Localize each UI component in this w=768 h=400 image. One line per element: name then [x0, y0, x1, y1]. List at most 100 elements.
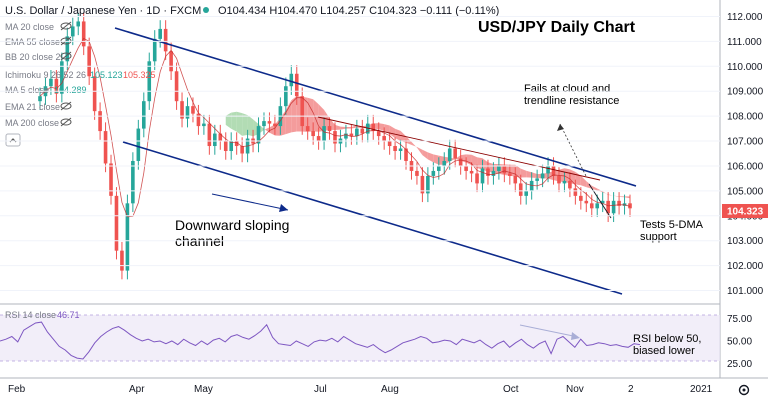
indicator-ma5[interactable]: MA 5 close — [5, 85, 49, 95]
eye-off-icon[interactable] — [60, 51, 72, 61]
indicator-ma200[interactable]: MA 200 close — [5, 118, 59, 128]
support-marker — [588, 183, 612, 219]
time-tick-label: Aug — [381, 384, 399, 395]
ichimoku-value-2: 105.325 — [123, 70, 156, 80]
cloud-segment — [263, 127, 270, 133]
candle-body — [158, 28, 162, 39]
rsi-tick-label: 50.00 — [727, 337, 752, 348]
cloud-segment — [608, 194, 614, 196]
candle-body — [234, 141, 239, 147]
ma5-value: 104.289 — [54, 85, 87, 95]
time-tick-label: Apr — [129, 384, 145, 395]
ma5-line — [39, 37, 631, 218]
candle-body — [163, 28, 168, 52]
candle-body — [447, 148, 452, 161]
candle-body — [327, 126, 332, 132]
candle-body — [606, 200, 610, 214]
candle-body — [431, 170, 436, 176]
symbol-title[interactable]: U.S. Dollar / Japanese Yen · 1D · FXCM — [5, 5, 201, 17]
candle-body — [458, 158, 463, 166]
cloud-segment — [416, 146, 423, 156]
support-note-line1: Tests 5-DMA — [640, 219, 704, 231]
candle-body — [70, 26, 75, 37]
support-note-line2: support — [640, 231, 677, 243]
candle-body — [420, 175, 425, 194]
time-tick-label: Oct — [503, 384, 519, 395]
cloud-segment — [389, 125, 396, 139]
cloud-segment — [400, 130, 407, 143]
price-tick-label: 103.000 — [727, 236, 764, 247]
collapse-legend-icon[interactable] — [5, 133, 21, 147]
candle-body — [152, 38, 157, 62]
time-axis[interactable]: Feb Apr May Jul Aug Oct Nov 2 2021 — [8, 384, 713, 395]
candle-body — [355, 128, 359, 137]
candle-body — [207, 123, 212, 147]
candle-body — [524, 190, 529, 196]
candle-body — [469, 170, 474, 174]
candle-body — [191, 106, 195, 114]
price-axis[interactable]: 112.000 111.000 110.000 109.000 108.000 107.0… — [0, 12, 764, 297]
candle-body — [289, 73, 294, 87]
cloud-segment — [411, 141, 417, 148]
candle-body — [349, 133, 354, 137]
indicator-ma20[interactable]: MA 20 close — [5, 22, 54, 32]
cloud-segment — [624, 196, 630, 199]
candle-body — [38, 96, 42, 102]
candle-body — [65, 36, 70, 62]
candle-body — [213, 133, 217, 147]
candle-body — [480, 168, 485, 184]
cloud-segment — [515, 164, 521, 178]
candle-body — [54, 78, 59, 94]
rsi-label[interactable]: RSI 14 close — [5, 310, 56, 320]
cloud-segment — [340, 126, 346, 130]
cloud-segment — [482, 158, 488, 172]
candle-body — [284, 86, 288, 107]
candle-body — [475, 173, 479, 184]
indicator-ema55[interactable]: EMA 55 close — [5, 37, 60, 47]
candle-body — [109, 163, 113, 196]
candle-body — [267, 121, 272, 124]
ohlc-readout: O104.434 H104.470 L104.257 C104.323 −0.1… — [218, 5, 499, 17]
hidden-eye-icons[interactable] — [60, 21, 72, 127]
candle-body — [436, 165, 441, 171]
candle-body — [486, 168, 490, 176]
indicator-bb20[interactable]: BB 20 close 2 — [5, 52, 61, 62]
cloud-segment — [335, 124, 341, 131]
cloud-segment — [291, 96, 297, 133]
candle-body — [393, 146, 397, 152]
rsi-axis[interactable]: 75.00 50.00 25.00 — [727, 314, 752, 370]
eye-off-icon[interactable] — [60, 101, 72, 111]
candle-body — [300, 96, 305, 127]
time-tick-label: 2 — [628, 384, 634, 395]
eye-off-icon[interactable] — [60, 21, 72, 31]
cloud-segment — [591, 185, 598, 191]
ichimoku-value-1: 105.123 — [90, 70, 123, 80]
rsi-band — [0, 315, 720, 361]
candle-body — [398, 148, 403, 152]
cloud-segment — [307, 97, 314, 132]
cloud-segment — [406, 136, 412, 145]
cloud-segment — [520, 168, 527, 178]
cloud-segment — [526, 170, 532, 178]
cloud-segment — [269, 124, 275, 136]
cloud-segment — [619, 196, 625, 198]
indicator-ema21[interactable]: EMA 21 close — [5, 102, 60, 112]
market-status-icon — [203, 7, 209, 13]
cloud-segment — [427, 152, 434, 163]
eye-off-icon[interactable] — [60, 117, 72, 127]
price-tick-label: 101.000 — [727, 286, 764, 297]
upper-trendline[interactable] — [114, 27, 637, 187]
candle-body — [426, 175, 430, 194]
price-pane[interactable] — [0, 0, 720, 303]
indicator-ichimoku[interactable]: Ichimoku 9 26 52 26 — [5, 70, 86, 80]
candle-body — [169, 51, 173, 72]
rsi-tick-label: 75.00 — [727, 314, 752, 325]
settings-gear-icon[interactable] — [738, 384, 750, 396]
time-tick-label: 2021 — [690, 384, 713, 395]
candle-body — [518, 183, 523, 196]
cloud-segment — [345, 126, 352, 129]
candle-body — [513, 175, 518, 184]
candle-body — [579, 195, 583, 201]
lower-trendline[interactable] — [122, 141, 623, 295]
